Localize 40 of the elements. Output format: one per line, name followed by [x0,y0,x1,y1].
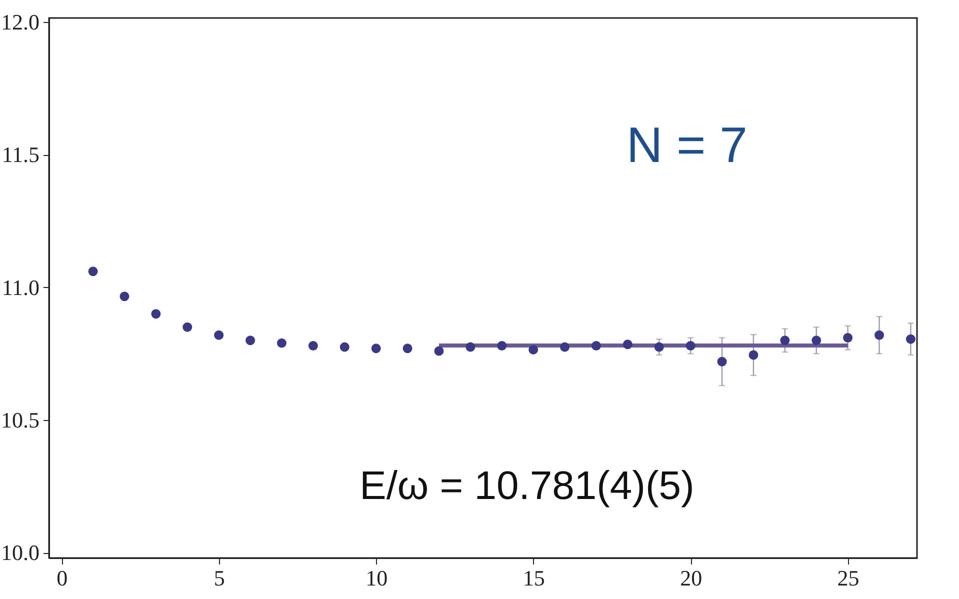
point [466,342,476,352]
point [560,342,570,352]
point [748,350,758,360]
x-tick-label: 5 [214,566,225,590]
point [182,322,192,332]
annotation: N = 7 [626,117,748,173]
point [151,309,161,319]
point [371,344,381,354]
point [276,338,286,348]
point [214,330,224,340]
point [874,330,884,340]
x-tick-label: 25 [837,566,860,590]
x-tick-label: 0 [56,566,68,590]
x-tick-label: 20 [680,566,702,590]
point [246,336,256,346]
point [402,344,412,354]
point [528,344,538,354]
y-tick-label: 10.5 [1,408,40,433]
point [686,340,696,350]
y-tick-label: 11.0 [2,274,40,300]
point [591,340,601,350]
point [308,340,318,350]
point [906,334,916,344]
y-tick-label: 10.0 [1,540,40,566]
point [654,342,664,352]
x-tick-label: 15 [522,566,545,590]
point [780,336,790,346]
y-tick-label: 11.5 [2,142,40,168]
point [120,292,130,302]
point [434,346,444,356]
y-tick-label: 12.0 [1,9,40,34]
x-tick-label: 10 [366,566,388,590]
point [497,340,507,350]
point [622,340,632,350]
point [812,336,822,346]
point [717,356,727,366]
annotation: E/ω = 10.781(4)(5) [360,464,694,508]
point [843,333,853,342]
point [340,342,350,352]
point [88,266,98,276]
